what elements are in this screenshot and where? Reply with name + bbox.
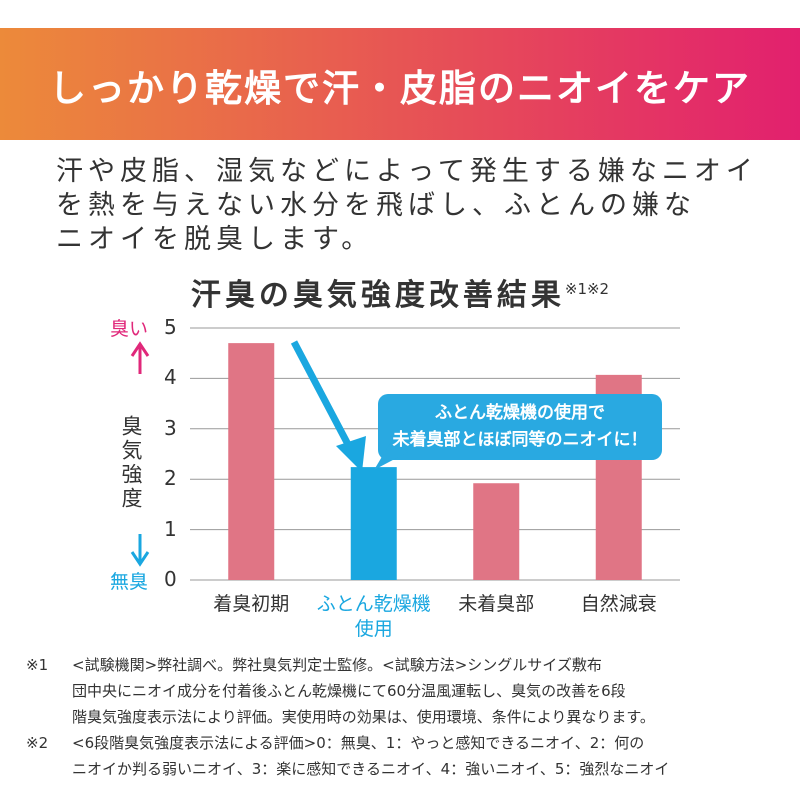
callout-box bbox=[378, 394, 662, 460]
description-line: 汗や皮脂、湿気などによって発生する嫌なニオイ bbox=[56, 156, 758, 187]
y-axis-label: 臭気強度 bbox=[119, 415, 143, 511]
up-arrow bbox=[130, 341, 150, 374]
description-line: を熱を与えない水分を飛ばし、ふとんの嫌な bbox=[56, 190, 696, 221]
y-tick-label: 0 bbox=[164, 567, 177, 591]
footnote-line: 団中央にニオイ成分を付着後ふとん乾燥機にて60分温風運転し、臭気の改善を6段 bbox=[72, 682, 626, 700]
callout-line: ふとん乾燥機の使用で bbox=[435, 403, 605, 423]
bottom-label: 無臭 bbox=[110, 571, 149, 593]
callout-line: 未着臭部とほぼ同等のニオイに！ bbox=[392, 430, 648, 450]
callout-tail bbox=[374, 440, 408, 470]
bar bbox=[350, 467, 397, 580]
footnote-line: ニオイか判る弱いニオイ、3：楽に感知できるニオイ、4：強いニオイ、5：強烈なニオ… bbox=[72, 760, 670, 778]
x-tick-label: 自然減衰 bbox=[580, 593, 657, 615]
y-tick-label: 4 bbox=[164, 365, 177, 390]
footnote-line: 階臭気強度表示法により評価。実使用時の効果は、使用環境、条件により異なります。 bbox=[72, 708, 655, 726]
y-tick-label: 1 bbox=[164, 516, 177, 541]
footnote: ※2 <6段階臭気強度表示法による評価>0：無臭、1：やっと感知できるニオイ、2：… bbox=[26, 730, 669, 782]
top-label: 臭い bbox=[110, 318, 149, 340]
pointer-arrow bbox=[290, 340, 356, 454]
y-tick-label: 5 bbox=[164, 315, 177, 339]
footnote: ※1 <試験機関>弊社調べ。弊社臭気判定士監修。<試験方法>シングルサイズ敷布団中… bbox=[26, 652, 669, 730]
bar bbox=[473, 483, 520, 580]
x-tick-label: ふとん乾燥機使用 bbox=[316, 593, 431, 640]
footnote-mark: ※2 bbox=[26, 734, 49, 752]
chart-title-note: ※1※2 bbox=[564, 280, 610, 298]
y-tick-label: 3 bbox=[164, 415, 177, 440]
pointer-arrowhead bbox=[336, 436, 366, 472]
bar bbox=[228, 343, 275, 580]
banner-title: しっかり乾燥で汗・皮脂のニオイをケア bbox=[49, 67, 751, 110]
callout: ふとん乾燥機の使用で未着臭部とほぼ同等のニオイに！ bbox=[378, 400, 662, 454]
footnote-mark: ※1 bbox=[26, 656, 49, 674]
banner-bg bbox=[0, 28, 800, 140]
chart-title-wrap: 汗臭の臭気強度改善結果※1※2 bbox=[0, 270, 800, 314]
x-tick-label: 未着臭部 bbox=[458, 593, 535, 615]
chart-title: 汗臭の臭気強度改善結果 bbox=[190, 278, 565, 313]
footnote-line: <試験機関>弊社調べ。弊社臭気判定士監修。<試験方法>シングルサイズ敷布 bbox=[72, 656, 602, 674]
y-tick-label: 2 bbox=[164, 466, 177, 491]
footnote-line: <6段階臭気強度表示法による評価>0：無臭、1：やっと感知できるニオイ、2：何の bbox=[72, 734, 645, 752]
x-tick-label: 着臭初期 bbox=[213, 593, 290, 615]
down-arrow bbox=[130, 534, 150, 567]
description-line: ニオイを脱臭します。 bbox=[56, 224, 374, 255]
description: 汗や皮脂、湿気などによって発生する嫌なニオイ を熱を与えない水分を飛ばし、ふとんの… bbox=[56, 155, 758, 257]
footnotes: ※1 <試験機関>弊社調べ。弊社臭気判定士監修。<試験方法>シングルサイズ敷布団中… bbox=[26, 652, 669, 782]
